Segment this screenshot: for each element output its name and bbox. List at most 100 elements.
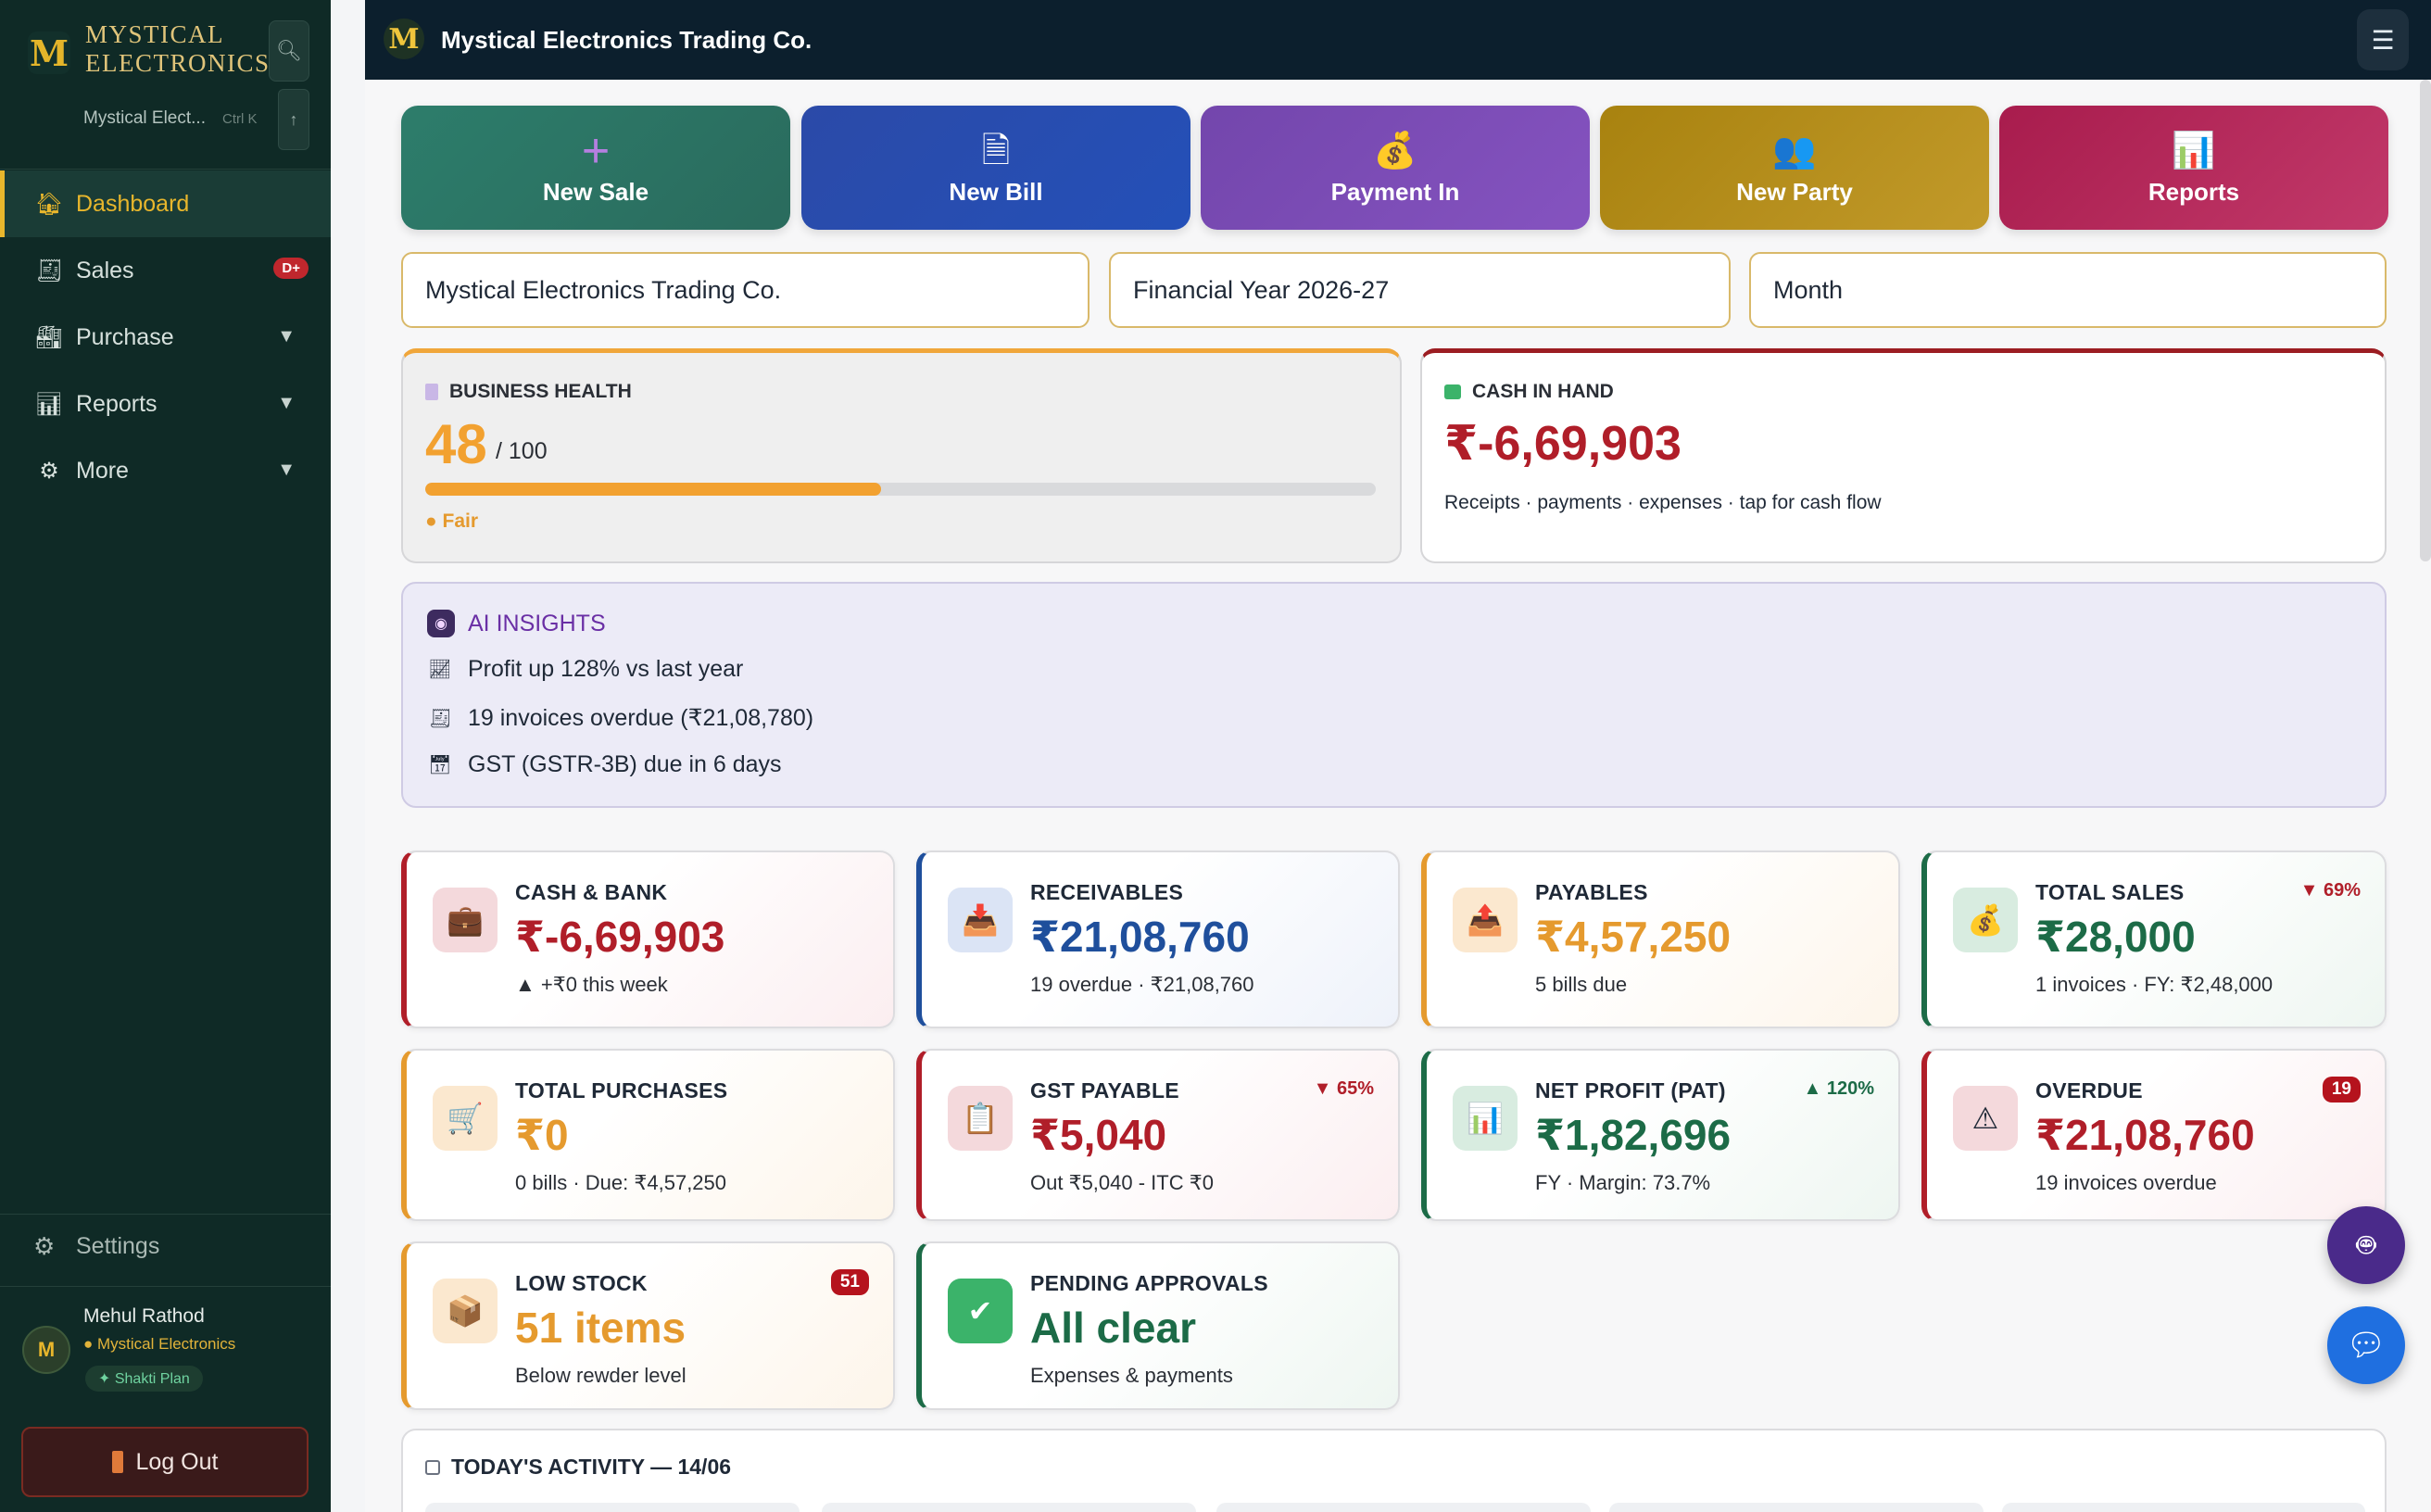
activity-tile[interactable] <box>822 1503 1196 1512</box>
kpi-subtitle: Expenses & payments <box>1030 1364 1233 1387</box>
clipboard-icon: 📋 <box>948 1086 1013 1151</box>
financial-year-select[interactable]: Financial Year 2026-27 <box>1109 252 1731 328</box>
button-label: Reports <box>2148 177 2240 206</box>
sidebar-item-purchase[interactable]: 🏭︎ Purchase ▼ <box>0 304 331 371</box>
activity-tile[interactable] <box>2002 1503 2365 1512</box>
warning-icon: ⚠ <box>1953 1086 2018 1151</box>
sidebar-item-settings[interactable]: ⚙ Settings <box>33 1232 159 1261</box>
trend-badge: ▼ 69% <box>2299 880 2361 901</box>
calendar-icon <box>425 1459 440 1475</box>
logout-button[interactable]: Log Out <box>21 1427 309 1497</box>
sidebar: M MYSTICAL ELECTRONICS 🔍︎ Mystical Elect… <box>0 0 331 1512</box>
sidebar-item-sales[interactable]: 🧾︎ Sales D+ <box>0 237 331 304</box>
business-health-card[interactable]: BUSINESS HEALTH 48 / 100 ● Fair <box>401 348 1402 563</box>
logout-label: Log Out <box>135 1448 219 1475</box>
cash-in-hand-card[interactable]: CASH IN HAND ₹-6,69,903 Receipts · payme… <box>1420 348 2387 563</box>
sidebar-header: M MYSTICAL ELECTRONICS 🔍︎ Mystical Elect… <box>0 0 331 167</box>
chevron-down-icon: ▼ <box>277 326 296 346</box>
ai-assistant-button[interactable]: 🤖︎ <box>2327 1206 2405 1284</box>
factory-icon: 🏭︎ <box>34 324 64 350</box>
kpi-title: RECEIVABLES <box>1030 880 1184 904</box>
insight-item[interactable]: 📅︎ GST (GSTR-3B) due in 6 days <box>427 751 781 778</box>
insight-item[interactable]: 🧾︎ 19 invoices overdue (₹21,08,780) <box>427 704 813 732</box>
new-sale-button[interactable]: + New Sale <box>401 106 790 230</box>
trend-badge: ▼ 65% <box>1313 1078 1374 1099</box>
receipt-icon: 🧾︎ <box>34 258 64 284</box>
receivables-card[interactable]: 📥 RECEIVABLES ₹21,08,760 19 overdue · ₹2… <box>916 850 1400 1028</box>
total-purchases-card[interactable]: 🛒 TOTAL PURCHASES ₹0 0 bills · Due: ₹4,5… <box>401 1049 895 1221</box>
kpi-value: ₹1,82,696 <box>1535 1111 1732 1159</box>
kpi-value: ₹-6,69,903 <box>515 913 725 961</box>
scrollbar[interactable] <box>2420 80 2431 561</box>
inbox-in-icon: 📥 <box>948 888 1013 952</box>
health-progress-fill <box>425 483 882 496</box>
ai-insights-panel: ◉ AI INSIGHTS 📈︎ Profit up 128% vs last ye… <box>401 582 2387 808</box>
payables-card[interactable]: 📤 PAYABLES ₹4,57,250 5 bills due <box>1421 850 1900 1028</box>
pending-approvals-card[interactable]: ✔ PENDING APPROVALS All clear Expenses &… <box>916 1241 1400 1410</box>
button-label: New Party <box>1736 177 1853 206</box>
sidebar-item-label: Purchase <box>76 323 174 350</box>
net-profit-card[interactable]: 📊 NET PROFIT (PAT) ₹1,82,696 FY · Margin… <box>1421 1049 1900 1221</box>
activity-tile[interactable] <box>1609 1503 1984 1512</box>
new-bill-button[interactable]: 🗎 New Bill <box>801 106 1190 230</box>
health-status: ● Fair <box>425 510 479 532</box>
period-select[interactable]: Month <box>1749 252 2387 328</box>
kpi-title: PENDING APPROVALS <box>1030 1271 1268 1295</box>
divider <box>0 1214 331 1215</box>
shortcut-hint: Ctrl K <box>222 111 258 127</box>
sidebar-item-reports[interactable]: 📊︎ Reports ▼ <box>0 371 331 437</box>
menu-button[interactable]: ☰ <box>2357 9 2409 70</box>
kpi-value: 51 items <box>515 1304 686 1352</box>
trend-up-icon: 📈︎ <box>428 660 452 680</box>
chevron-down-icon: ▼ <box>277 393 296 413</box>
kpi-title: TOTAL SALES <box>2035 880 2185 904</box>
sidebar-item-dashboard[interactable]: 🏠︎ Dashboard <box>0 170 331 237</box>
package-icon: 📦 <box>433 1279 498 1343</box>
search-icon: 🔍︎ <box>276 39 302 62</box>
arrow-up-icon: ↑ <box>289 109 298 129</box>
divider <box>0 169 331 170</box>
brand-name: MYSTICAL ELECTRONICS <box>85 20 271 78</box>
hamburger-icon: ☰ <box>2371 25 2395 55</box>
kpi-subtitle: Out ₹5,040 - ITC ₹0 <box>1030 1171 1214 1194</box>
user-org-label: Mystical Electronics <box>97 1335 236 1353</box>
overdue-card[interactable]: ⚠ OVERDUE ₹21,08,760 19 invoices overdue… <box>1921 1049 2387 1221</box>
brand-line-2: ELECTRONICS <box>85 49 271 77</box>
card-title: BUSINESS HEALTH <box>425 381 632 403</box>
chat-button[interactable]: 💬︎ <box>2327 1306 2405 1384</box>
low-stock-card[interactable]: 📦 LOW STOCK 51 items Below rewder level 5… <box>401 1241 895 1410</box>
sidebar-item-label: Dashboard <box>76 190 190 217</box>
calendar-icon: 📅︎ <box>428 755 452 775</box>
plus-icon: + <box>581 123 611 178</box>
reports-button[interactable]: 📊 Reports <box>1999 106 2388 230</box>
cash-bank-card[interactable]: 💼 CASH & BANK ₹-6,69,903 ▲ +₹0 this week <box>401 850 895 1028</box>
brand-logo: M <box>384 19 424 59</box>
gear-icon: ⚙ <box>39 458 59 484</box>
kpi-subtitle: FY · Margin: 73.7% <box>1535 1171 1711 1194</box>
company-switcher[interactable]: Mystical Elect... <box>83 108 206 128</box>
kpi-value: ₹21,08,760 <box>1030 913 1250 961</box>
sidebar-item-more[interactable]: ⚙ More ▼ <box>0 437 331 504</box>
payment-in-button[interactable]: 💰 Payment In <box>1201 106 1590 230</box>
sidebar-search-button[interactable]: 🔍︎ <box>269 20 309 82</box>
kpi-value: ₹5,040 <box>1030 1111 1167 1159</box>
avatar[interactable]: M <box>22 1326 70 1374</box>
money-bag-icon: 💰 <box>1373 131 1417 170</box>
gst-payable-card[interactable]: 📋 GST PAYABLE ₹5,040 Out ₹5,040 - ITC ₹0… <box>916 1049 1400 1221</box>
total-sales-card[interactable]: 💰 TOTAL SALES ₹28,000 1 invoices · FY: ₹… <box>1921 850 2387 1028</box>
kpi-subtitle: 19 invoices overdue <box>2035 1171 2217 1194</box>
activity-tile[interactable] <box>1216 1503 1591 1512</box>
bill-icon: 🗎 <box>981 131 1011 170</box>
cash-in-hand-subtitle: Receipts · payments · expenses · tap for… <box>1444 492 1882 513</box>
door-icon <box>111 1451 123 1473</box>
plan-label: Shakti Plan <box>114 1371 190 1387</box>
panel-title: ◉ AI INSIGHTS <box>427 610 606 637</box>
activity-tile[interactable] <box>425 1503 800 1512</box>
company-select[interactable]: Mystical Electronics Trading Co. <box>401 252 1090 328</box>
kpi-title: TOTAL PURCHASES <box>515 1078 728 1102</box>
health-max: / 100 <box>496 438 548 464</box>
sidebar-collapse-button[interactable]: ↑ <box>278 89 309 150</box>
insight-item[interactable]: 📈︎ Profit up 128% vs last year <box>427 656 743 683</box>
gear-icon: ⚙ <box>33 1232 56 1260</box>
new-party-button[interactable]: 👥 New Party <box>1600 106 1989 230</box>
